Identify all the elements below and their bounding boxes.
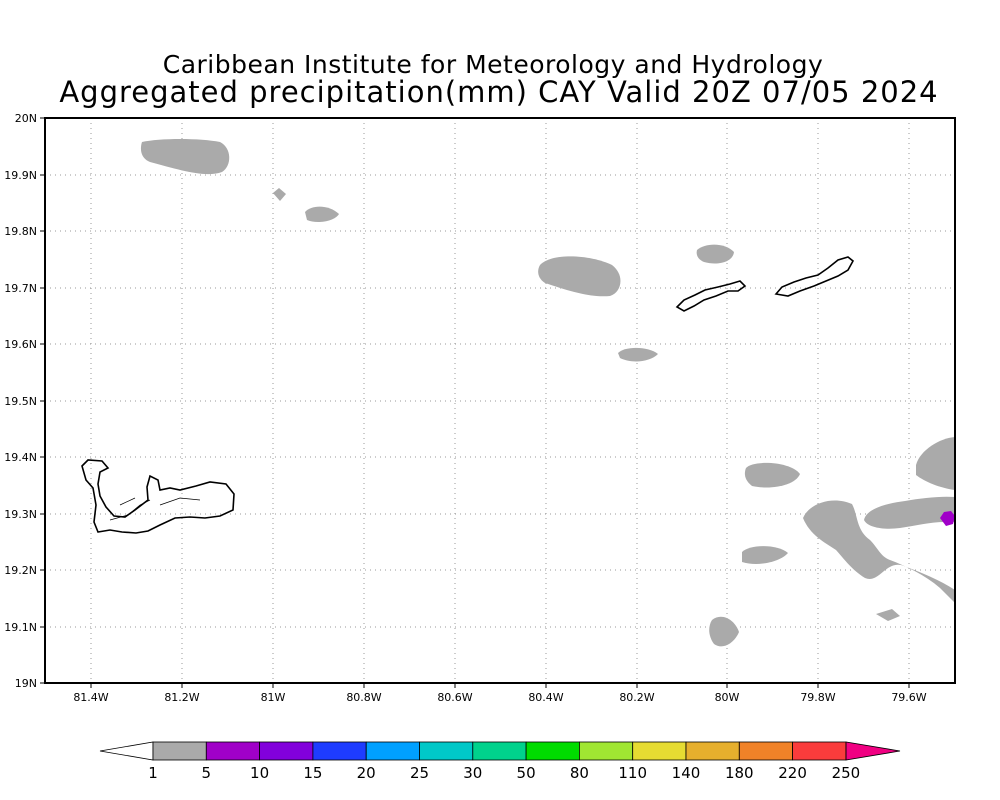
lon-label: 81.2W (164, 691, 199, 704)
colorbar-label: 180 (725, 764, 754, 782)
precip-areas-heavy (940, 511, 955, 526)
colorbar-label: 110 (618, 764, 647, 782)
precip-areas (140, 139, 955, 647)
lat-label: 19.1N (4, 621, 37, 634)
lon-label: 81.4W (73, 691, 108, 704)
precip-area (696, 244, 734, 264)
grand-cayman-island (81, 459, 235, 534)
lat-label: 19N (15, 677, 37, 690)
colorbar-cell (579, 741, 634, 761)
lon-label: 80.2W (619, 691, 654, 704)
colorbar-label: 220 (778, 764, 807, 782)
lon-label: 80W (715, 691, 740, 704)
grand-cayman-sound (109, 497, 201, 521)
colorbar-label: 30 (463, 764, 482, 782)
latitude-labels: 20N 19.9N 19.8N 19.7N 19.6N 19.5N 19.4N … (4, 112, 37, 690)
lon-label: 80.8W (346, 691, 381, 704)
colorbar-cell (632, 741, 687, 761)
lat-label: 19.9N (4, 169, 37, 182)
lat-label: 19.2N (4, 564, 37, 577)
colorbar-cell (365, 741, 420, 761)
precip-area (916, 437, 955, 490)
lat-label: 19.3N (4, 508, 37, 521)
cayman-brac-island (774, 256, 855, 297)
colorbar-low-arrow (99, 741, 154, 761)
precip-area (709, 616, 739, 647)
colorbar-cell (525, 741, 580, 761)
precip-area-heavy (940, 511, 955, 526)
colorbar-label: 15 (303, 764, 322, 782)
colorbar-label: 20 (357, 764, 376, 782)
colorbar-label: 5 (202, 764, 212, 782)
lon-label: 80.6W (437, 691, 472, 704)
longitude-labels: 81.4W 81.2W 81W 80.8W 80.6W 80.4W 80.2W … (73, 691, 926, 704)
lon-label: 80.4W (528, 691, 563, 704)
colorbar-cell (738, 741, 793, 761)
little-cayman-island (675, 280, 747, 312)
colorbar-high-arrow (845, 741, 901, 761)
lon-label: 81W (261, 691, 286, 704)
colorbar-cell (205, 741, 261, 761)
precip-area (744, 462, 800, 488)
lat-label: 19.4N (4, 451, 37, 464)
colorbar-cell (792, 741, 847, 761)
colorbar-label: 140 (672, 764, 701, 782)
precip-area (538, 256, 621, 297)
colorbar-cell (312, 741, 367, 761)
chart-title-line2: Aggregated precipitation(mm) CAY Valid 2… (59, 75, 939, 109)
colorbar-label: 250 (832, 764, 861, 782)
colorbar-cell (685, 741, 740, 761)
precip-area (305, 206, 339, 222)
precip-area (742, 546, 788, 564)
colorbar-cell (419, 741, 474, 761)
precip-area (618, 347, 658, 362)
precip-area (140, 139, 230, 175)
lat-label: 20N (15, 112, 37, 125)
lat-label: 19.8N (4, 225, 37, 238)
chart-title-line1: Caribbean Institute for Meteorology and … (162, 50, 824, 79)
axis-ticks (40, 117, 910, 688)
colorbar-cell (259, 741, 314, 761)
lon-label: 79.6W (891, 691, 926, 704)
colorbar-cell (152, 741, 207, 761)
colorbar-label: 10 (250, 764, 269, 782)
colorbar-label: 80 (570, 764, 589, 782)
colorbar-label: 25 (410, 764, 429, 782)
grid-lines (45, 118, 955, 683)
precip-area (273, 188, 286, 201)
lat-label: 19.5N (4, 395, 37, 408)
lon-label: 79.8W (800, 691, 835, 704)
colorbar-label: 50 (517, 764, 536, 782)
lat-label: 19.7N (4, 282, 37, 295)
colorbar-cell (472, 741, 527, 761)
lat-label: 19.6N (4, 338, 37, 351)
coastlines (81, 256, 855, 534)
precip-area (803, 496, 955, 603)
colorbar-label: 1 (148, 764, 158, 782)
colorbar: 1 5 10 15 20 25 30 50 80 110 140 180 220 250 (99, 741, 901, 782)
precip-area (876, 609, 900, 621)
